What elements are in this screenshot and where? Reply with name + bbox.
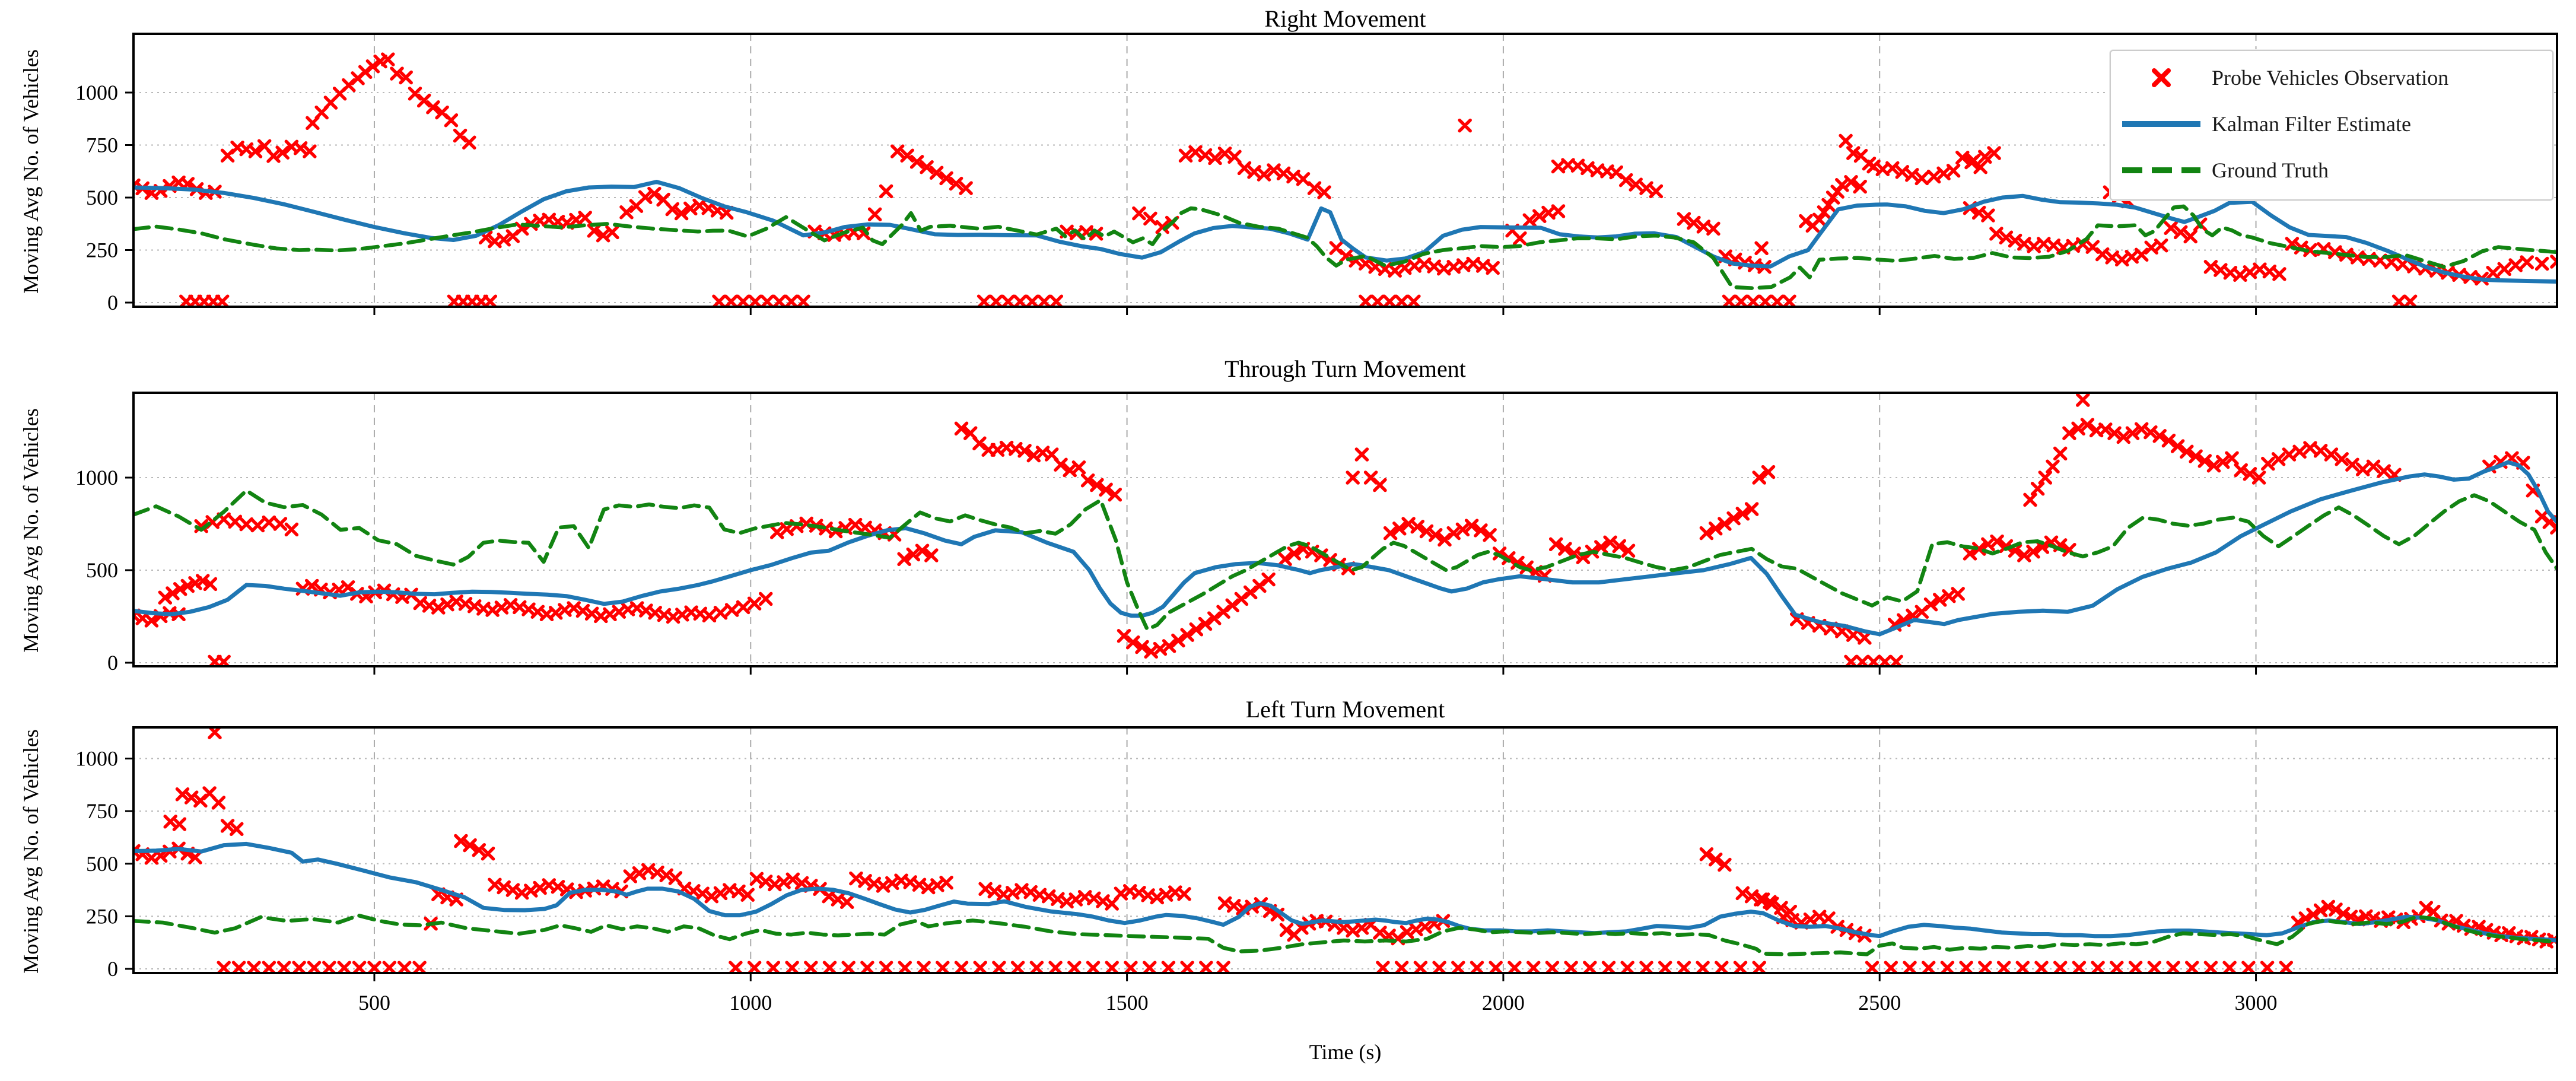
- chart-panel-2: 0 250 500 750 1000 500 1000 1500 2000 2500 3000: [75, 726, 2558, 1015]
- series-ground-truth: [133, 204, 2557, 290]
- series-kalman-estimate: [133, 180, 2557, 284]
- kalman-line-icon: [2111, 120, 2212, 128]
- panel-title-right-movement: Right Movement: [1264, 5, 1426, 32]
- plot-area: [133, 52, 2557, 307]
- legend: Probe Vehicles Observation Kalman Filter…: [2110, 50, 2553, 201]
- legend-label-kalman: Kalman Filter Estimate: [2212, 112, 2411, 136]
- legend-item-kalman: Kalman Filter Estimate: [2111, 103, 2552, 145]
- y-axis-label-bottom: Moving Avg No. of Vehicles: [19, 729, 43, 974]
- x-tick-label: 1500: [1106, 991, 1149, 1015]
- panel-title-left-turn: Left Turn Movement: [1245, 696, 1445, 723]
- axes-frame: [132, 726, 2558, 974]
- legend-label-ground-truth: Ground Truth: [2212, 158, 2329, 182]
- ground-truth-dashed-line-icon: [2111, 166, 2212, 174]
- y-tick-label: 1000: [75, 747, 118, 771]
- series-probe-observation: [133, 727, 2557, 973]
- plot-area: [133, 727, 2557, 973]
- x-tick-label: 2500: [1858, 991, 1901, 1015]
- series-ground-truth: [133, 488, 2557, 632]
- y-tick-label: 1000: [75, 466, 118, 489]
- plot-area: [133, 393, 2557, 666]
- legend-item-ground-truth: Ground Truth: [2111, 150, 2552, 191]
- probe-x-marker-icon: [2111, 66, 2212, 90]
- series-kalman-estimate: [133, 841, 2557, 943]
- axes-frame: [132, 33, 2558, 308]
- y-tick-label: 750: [86, 133, 118, 157]
- series-ground-truth: [133, 913, 2557, 956]
- y-tick-label: 1000: [75, 81, 118, 104]
- y-tick-label: 250: [86, 239, 118, 262]
- y-tick-label: 500: [86, 558, 118, 582]
- y-tick-label: 0: [107, 651, 118, 675]
- legend-item-probe: Probe Vehicles Observation: [2111, 57, 2552, 98]
- x-axis-label: Time (s): [1309, 1040, 1382, 1064]
- gridlines: [125, 393, 2557, 675]
- series-probe-observation: [133, 393, 2557, 666]
- x-tick-label: 1000: [729, 991, 772, 1015]
- chart-panel-1: 0 500 1000: [75, 392, 2558, 675]
- y-tick-label: 500: [86, 852, 118, 876]
- y-axis-label-top: Moving Avg No. of Vehicles: [19, 49, 43, 294]
- y-tick-label: 0: [107, 957, 118, 981]
- x-tick-label: 2000: [1482, 991, 1525, 1015]
- axes-frame: [132, 392, 2558, 667]
- panel-title-through-turn: Through Turn Movement: [1225, 355, 1466, 382]
- x-tick-label: 500: [358, 991, 390, 1015]
- legend-label-probe: Probe Vehicles Observation: [2212, 66, 2449, 90]
- chart-panel-0: 0 250 500 750 1000: [75, 33, 2558, 315]
- x-tick-label: 3000: [2235, 991, 2278, 1015]
- y-tick-label: 750: [86, 799, 118, 823]
- y-tick-label: 250: [86, 904, 118, 928]
- y-tick-label: 500: [86, 186, 118, 209]
- y-tick-label: 0: [107, 291, 118, 314]
- y-axis-label-middle: Moving Avg No. of Vehicles: [19, 408, 43, 653]
- series-kalman-estimate: [133, 460, 2557, 637]
